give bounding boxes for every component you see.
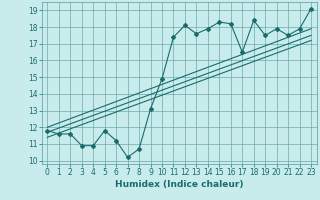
X-axis label: Humidex (Indice chaleur): Humidex (Indice chaleur) [115,180,244,189]
